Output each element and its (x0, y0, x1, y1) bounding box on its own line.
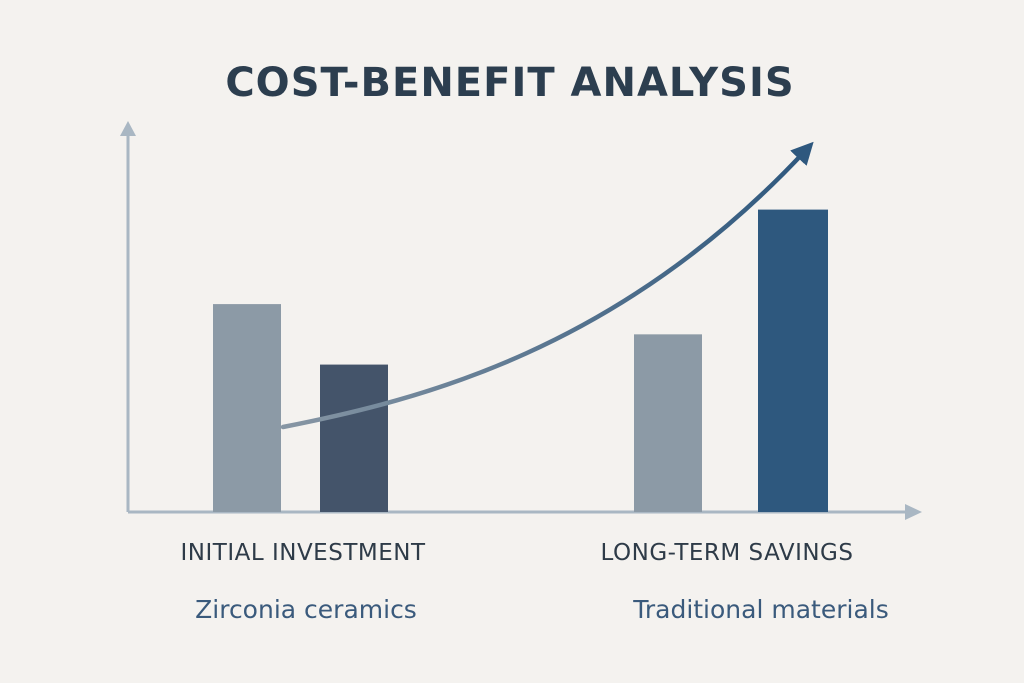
bar-initial-1 (213, 304, 281, 512)
bar-savings-1 (634, 334, 702, 512)
category-label-initial-investment: INITIAL INVESTMENT (181, 540, 426, 566)
category-label-long-term-savings: LONG-TERM SAVINGS (601, 540, 854, 566)
legend-label-zirconia-ceramics: Zirconia ceramics (195, 595, 417, 624)
bar-savings-2 (758, 209, 828, 512)
y-axis-arrow-icon (120, 121, 136, 136)
trend-group (280, 141, 814, 430)
trend-arrow (280, 141, 814, 430)
x-axis-arrow-icon (905, 504, 922, 520)
bars-group (213, 209, 828, 512)
legend-label-traditional-materials: Traditional materials (632, 595, 888, 624)
bar-initial-2 (320, 364, 388, 512)
chart-title: COST-BENEFIT ANALYSIS (225, 60, 794, 106)
